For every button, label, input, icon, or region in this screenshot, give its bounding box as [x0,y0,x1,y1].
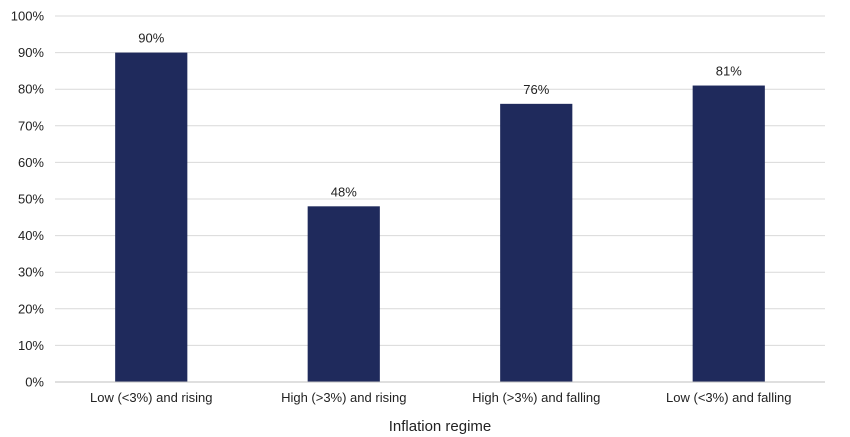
bar [307,206,380,382]
x-category-label: Low (<3%) and falling [666,390,791,405]
y-tick-label: 70% [18,118,44,133]
data-labels: 90% 48% 76% 81% [138,31,742,200]
y-tick-label: 30% [18,265,44,280]
bar-data-label: 81% [716,64,742,79]
y-tick-label: 80% [18,82,44,97]
bars [115,52,765,382]
y-tick-label: 20% [18,301,44,316]
x-category-label: High (>3%) and falling [472,390,600,405]
bar [500,103,573,382]
bar-data-label: 90% [138,31,164,46]
bar [692,85,765,382]
y-tick-label: 0% [25,375,44,390]
x-category-label: Low (<3%) and rising [90,390,212,405]
bar-data-label: 76% [523,82,549,97]
x-category-label: High (>3%) and rising [281,390,406,405]
y-tick-label: 100% [11,9,45,24]
x-axis-title: Inflation regime [389,418,492,435]
y-tick-label: 40% [18,228,44,243]
y-tick-label: 50% [18,192,44,207]
y-axis-ticks: 0% 10% 20% 30% 40% 50% 60% 70% 80% 90% 100% [11,9,45,390]
x-axis-category-labels: Low (<3%) and rising High (>3%) and risin… [90,390,791,405]
y-tick-label: 90% [18,45,44,60]
y-tick-label: 60% [18,155,44,170]
bar-data-label: 48% [331,184,357,199]
y-tick-label: 10% [18,338,44,353]
bar [115,52,188,382]
